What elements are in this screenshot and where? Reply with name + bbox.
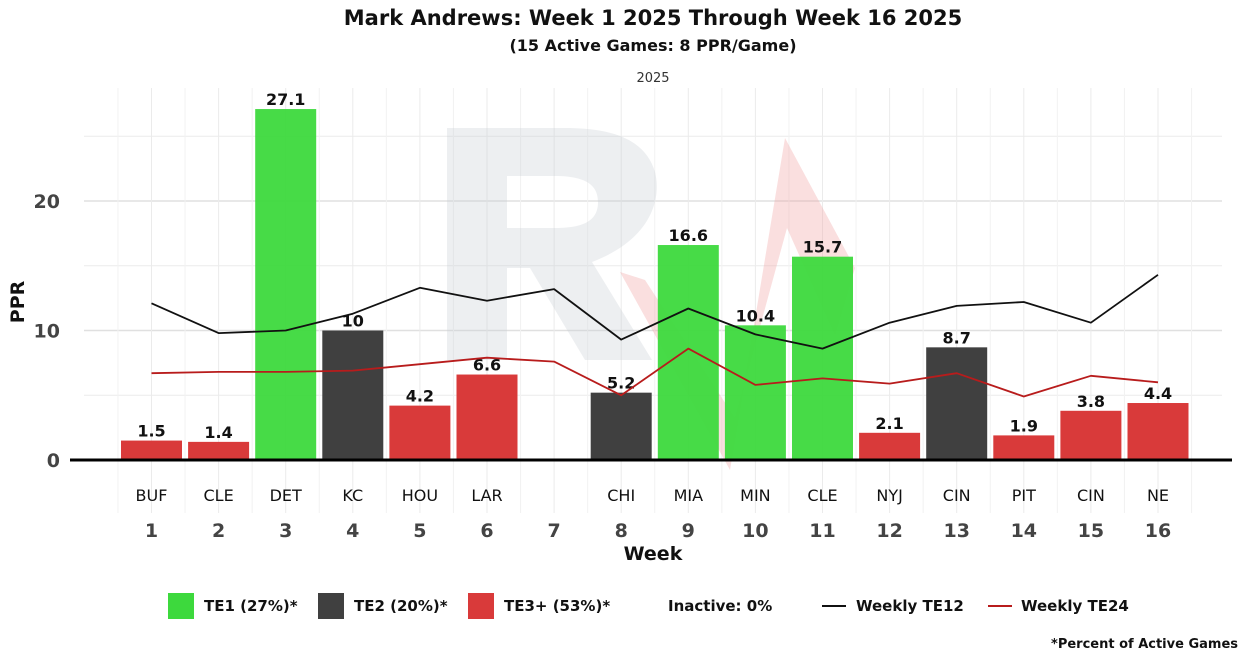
bar-value-label: 27.1 [266,90,305,109]
opponent-label: CIN [943,486,971,505]
line-series [151,274,1159,398]
opponent-label: CLE [807,486,837,505]
x-tick-label: 1 [145,520,158,542]
x-tick-label: 5 [413,520,426,542]
legend-label: Weekly TE24 [1021,597,1129,615]
opponent-label: CIN [1077,486,1105,505]
opponent-label: NE [1147,486,1169,505]
x-tick-label: 15 [1078,520,1104,542]
legend: TE1 (27%)* TE2 (20%)* TE3+ (53%)* Inactive:… [168,593,1129,619]
x-axis-label: Week [624,543,683,565]
bar-week-11 [792,256,853,460]
bar-value-label: 10.4 [736,306,775,325]
bar-week-12 [859,432,921,460]
opponent-label: BUF [136,486,168,505]
x-tick-label: 4 [346,520,359,542]
x-tick-label: 12 [876,520,902,542]
watermark-logo [447,128,855,470]
x-tick-label: 2 [212,520,225,542]
bar-value-label: 15.7 [803,238,842,257]
bar-week-1 [121,440,182,460]
y-tick-label: 0 [47,450,60,472]
legend-swatch [168,593,194,619]
opponent-label: NYJ [876,486,902,505]
bar-week-6 [456,374,518,460]
line-weekly-te12 [151,274,1159,350]
bar-week-14 [993,435,1055,460]
bar-value-label: 3.8 [1077,392,1105,411]
y-axis-label: PPR [7,280,29,323]
opponent-labels: BUF CLE DET KC HOU LAR CHI MIA MIN CLE NYJ CIN PIT CI… [136,486,1169,505]
line-weekly-te24 [151,347,1159,398]
bar-value-label: 5.2 [607,374,635,393]
opponent-label: LAR [471,486,502,505]
bar-week-9 [657,245,719,460]
bar-value-label: 16.6 [669,226,708,245]
x-tick-label: 8 [615,520,628,542]
bar-week-10 [724,325,786,460]
legend-label: TE3+ (53%)* [504,597,610,615]
opponent-label: MIA [674,486,704,505]
x-tick-label: 11 [809,520,835,542]
opponent-label: KC [342,486,363,505]
footnote: *Percent of Active Games [1051,637,1238,652]
x-tick-label: 3 [279,520,292,542]
bar-series [121,109,1189,461]
facet-label: 2025 [636,71,669,86]
x-tick-label: 6 [480,520,493,542]
opponent-label: PIT [1012,486,1036,505]
bar-value-labels: 1.5 1.4 27.1 10 4.2 6.6 5.2 16.6 10.4 15.7 2.1 8.7 1… [137,90,1172,442]
y-tick-label: 10 [34,321,60,343]
x-tick-label: 14 [1011,520,1037,542]
opponent-label: DET [270,486,302,505]
bar-value-label: 4.2 [406,387,434,406]
chart-subtitle: (15 Active Games: 8 PPR/Game) [509,36,796,55]
bar-week-16 [1127,403,1189,460]
x-tick-label: 9 [682,520,695,542]
legend-label: TE1 (27%)* [204,597,298,615]
y-tick-label: 20 [34,191,60,213]
x-tick-label: 10 [742,520,768,542]
bar-week-5 [389,405,451,460]
y-axis-ticks: 0 10 20 [34,191,60,472]
bar-value-label: 10 [342,312,364,331]
legend-label: Weekly TE12 [856,597,964,615]
bar-week-15 [1060,410,1122,460]
bar-value-label: 2.1 [875,414,903,433]
bar-week-2 [188,441,250,460]
bar-week-4 [322,330,384,460]
legend-label: TE2 (20%)* [354,597,448,615]
bar-week-8 [590,392,652,460]
chart-title: Mark Andrews: Week 1 2025 Through Week 1… [344,6,962,30]
bar-value-label: 1.5 [137,422,165,441]
opponent-label: MIN [740,486,771,505]
legend-label: Inactive: 0% [668,597,772,615]
bar-value-label: 1.9 [1010,416,1038,435]
opponent-label: CLE [203,486,233,505]
bar-value-label: 1.4 [204,423,232,442]
opponent-label: HOU [402,486,438,505]
legend-swatch [318,593,344,619]
bar-value-label: 6.6 [473,356,501,375]
bar-value-label: 4.4 [1144,384,1172,403]
bar-week-13 [926,347,988,460]
x-axis-ticks: 1 2 3 4 5 6 7 8 9 10 11 12 13 14 15 16 [145,520,1171,542]
x-tick-label: 16 [1145,520,1171,542]
bar-week-3 [255,109,317,461]
bar-value-label: 8.7 [943,328,971,347]
x-tick-label: 13 [943,520,969,542]
opponent-label: CHI [607,486,635,505]
legend-swatch [468,593,494,619]
x-tick-label: 7 [547,520,560,542]
